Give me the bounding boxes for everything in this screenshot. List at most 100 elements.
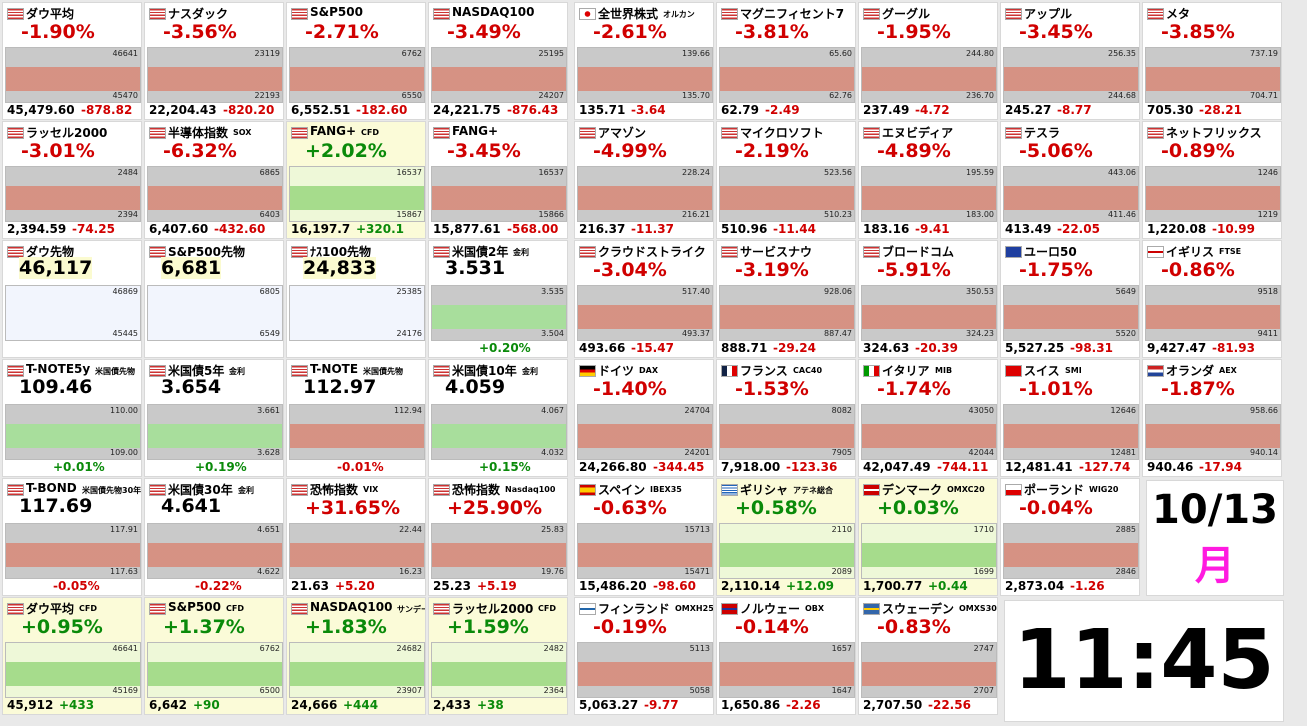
flag — [579, 8, 596, 20]
price-diff: -182.60 — [356, 103, 408, 117]
ticker-name: スペイン — [598, 483, 646, 497]
price: 6,642 — [149, 698, 187, 712]
ticker-name: テスラ — [1024, 126, 1061, 140]
mini-chart — [1145, 404, 1281, 460]
mini-chart — [719, 47, 855, 103]
price-diff: -568.00 — [507, 222, 559, 236]
mini-chart — [861, 47, 997, 103]
high-label: 65.60 — [829, 49, 852, 58]
change-percent: -1.90% — [21, 21, 95, 43]
ticker-tile: オランダ AEX 958.66 940.14 -1.87% 940.46 -17.94 — [1142, 359, 1282, 477]
flag — [1005, 484, 1022, 496]
price: 12,481.41 — [1005, 460, 1073, 474]
change-percent: -0.05% — [53, 579, 100, 593]
ticker-sub: 米国債先物30年 — [82, 486, 142, 495]
ticker-name: ブロードコム — [882, 245, 955, 259]
price: 7,918.00 — [721, 460, 781, 474]
high-label: 25195 — [538, 49, 564, 58]
price-diff: -3.64 — [631, 103, 666, 117]
price-diff: -22.56 — [928, 698, 971, 712]
ticker-name: T-BOND — [26, 481, 77, 495]
flag — [1147, 246, 1164, 258]
mini-chart — [289, 523, 425, 579]
low-label: 2707 — [973, 686, 994, 695]
ticker-tile: 恐怖指数 Nasdaq100 25.83 19.76 +25.90% 25.23 +5.19 — [428, 478, 568, 596]
low-label: 3.504 — [541, 329, 564, 338]
mini-chart — [5, 642, 141, 698]
ticker-sub: CFD — [538, 604, 556, 613]
ticker-sub: サンデー — [397, 605, 426, 614]
mini-chart — [861, 523, 997, 579]
flag — [7, 484, 24, 496]
price: 24,833 — [303, 257, 377, 279]
ticker-sub: SMI — [1065, 366, 1082, 375]
high-label: 3.661 — [257, 406, 280, 415]
high-label: 25385 — [396, 287, 422, 296]
mini-chart — [1145, 166, 1281, 222]
price: 413.49 — [1005, 222, 1052, 236]
price: 216.37 — [579, 222, 626, 236]
price-diff: -20.39 — [915, 341, 958, 355]
ticker-name: マイクロソフト — [740, 126, 824, 140]
low-label: 2846 — [1115, 567, 1136, 576]
low-label: 2089 — [831, 567, 852, 576]
price: 4.641 — [161, 495, 222, 517]
flag — [7, 246, 24, 258]
high-label: 24682 — [396, 644, 422, 653]
ticker-tile: マイクロソフト 523.56 510.23 -2.19% 510.96 -11.44 — [716, 121, 856, 239]
price-diff: -74.25 — [72, 222, 115, 236]
low-label: 45445 — [112, 329, 138, 338]
date-box: 10/13 月 — [1146, 480, 1284, 596]
ticker-name: 米国債30年 — [168, 483, 233, 497]
price: 3.531 — [445, 257, 506, 279]
date: 10/13 — [1152, 487, 1278, 533]
clock: 11:45 — [1013, 613, 1275, 708]
ticker-name: 米国債10年 — [452, 364, 517, 378]
ticker-tile: フランス CAC40 8082 7905 -1.53% 7,918.00 -123.36 — [716, 359, 856, 477]
low-label: 1699 — [973, 567, 994, 576]
mini-chart — [1145, 285, 1281, 341]
flag — [1005, 127, 1022, 139]
mini-chart — [147, 404, 283, 460]
price-diff: -127.74 — [1079, 460, 1131, 474]
change-percent: -4.89% — [877, 140, 951, 162]
low-label: 3.628 — [257, 448, 280, 457]
ticker-tile: イタリア MIB 43050 42044 -1.74% 42,047.49 -744.11 — [858, 359, 998, 477]
low-label: 1647 — [831, 686, 852, 695]
flag — [863, 365, 880, 377]
ticker-tile: S&P500 CFD 6762 6500 +1.37% 6,642 +90 — [144, 597, 284, 715]
price: 6,552.51 — [291, 103, 351, 117]
price: 21.63 — [291, 579, 329, 593]
change-percent: +0.95% — [21, 616, 103, 638]
price-diff: +433 — [59, 698, 95, 712]
change-percent: +31.65% — [305, 497, 401, 519]
ticker-name: ダウ平均 — [26, 7, 75, 21]
change-percent: -0.04% — [1019, 497, 1093, 519]
ticker-tile: ブロードコム 350.53 324.23 -5.91% 324.63 -20.39 — [858, 240, 998, 358]
change-percent: -1.87% — [1161, 378, 1235, 400]
flag — [149, 484, 166, 496]
change-percent: -3.01% — [21, 140, 95, 162]
mini-chart — [147, 523, 283, 579]
ticker-tile: FANG+ 16537 15866 -3.45% 15,877.61 -568.00 — [428, 121, 568, 239]
ticker-name: ギリシャ — [740, 483, 789, 497]
low-label: 24176 — [396, 329, 422, 338]
ticker-sub: CFD — [361, 128, 379, 137]
change-percent: +25.90% — [447, 497, 543, 519]
flag — [291, 365, 308, 377]
price-diff: -344.45 — [653, 460, 705, 474]
mini-chart — [5, 285, 141, 341]
change-percent: -0.89% — [1161, 140, 1235, 162]
price-diff: -8.77 — [1057, 103, 1092, 117]
price: 112.97 — [303, 376, 377, 398]
price: 9,427.47 — [1147, 341, 1207, 355]
ticker-sub: 米国債先物 — [363, 367, 403, 376]
price: 5,063.27 — [579, 698, 639, 712]
ticker-sub: 金利 — [238, 486, 254, 495]
price: 324.63 — [863, 341, 910, 355]
ticker-tile: ダウ平均 46641 45470 -1.90% 45,479.60 -878.82 — [2, 2, 142, 120]
ticker-name: ﾅｽ100先物 — [310, 245, 372, 259]
price: 2,394.59 — [7, 222, 67, 236]
change-percent: -0.14% — [735, 616, 809, 638]
flag — [149, 246, 166, 258]
